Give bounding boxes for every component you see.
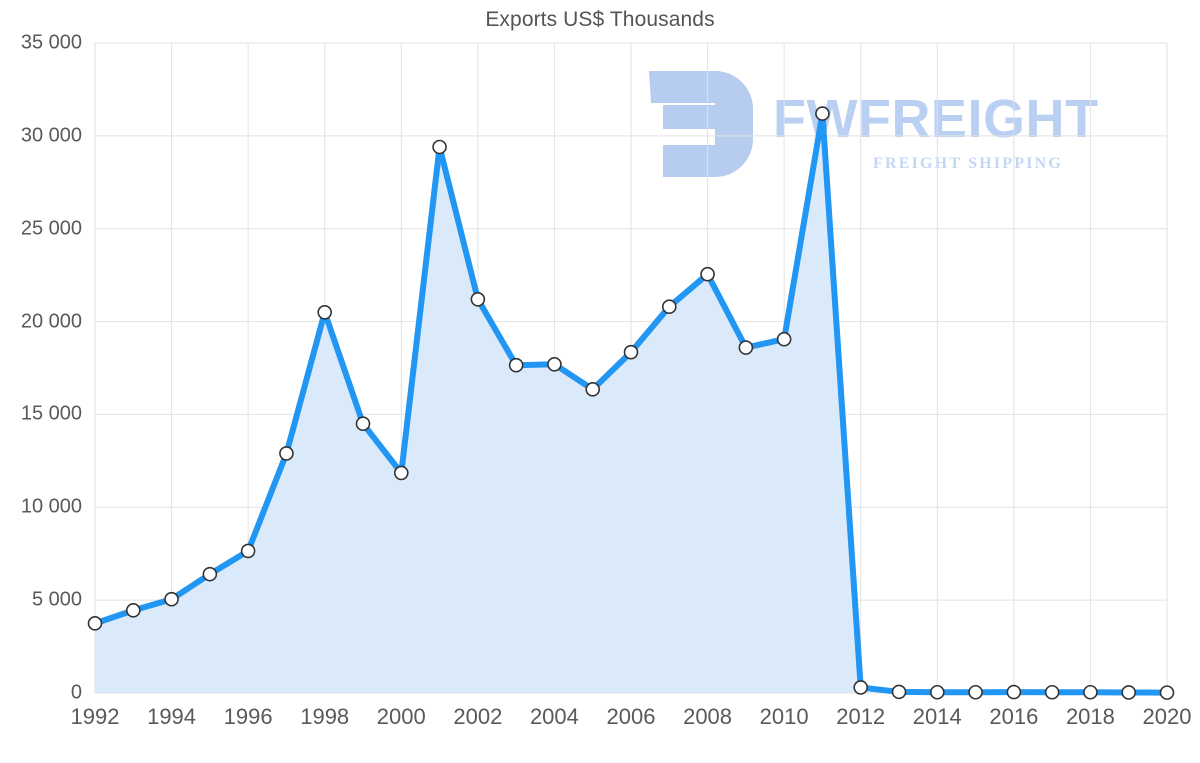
data-point-marker[interactable] xyxy=(1006,684,1022,700)
y-axis-labels: 0 5 000 10 000 15 000 20 000 25 000 30 000 35 0… xyxy=(0,0,82,763)
data-point-marker[interactable] xyxy=(1121,685,1137,700)
y-axis-tick-label: 10 000 xyxy=(20,495,82,518)
data-point-marker[interactable] xyxy=(853,680,869,695)
x-axis-tick-label: 1994 xyxy=(147,704,197,729)
data-point-marker[interactable] xyxy=(968,684,983,700)
data-point-marker[interactable] xyxy=(738,340,754,355)
x-axis-tick-label: 1998 xyxy=(300,704,350,729)
x-axis-tick-label: 1992 xyxy=(70,704,120,729)
x-axis-tick-label: 2014 xyxy=(912,704,962,729)
data-point-marker[interactable] xyxy=(623,344,639,360)
data-point-marker[interactable] xyxy=(700,266,715,282)
data-point-marker[interactable] xyxy=(279,446,294,461)
data-point-marker[interactable] xyxy=(240,543,256,559)
x-axis-tick-label: 2018 xyxy=(1065,704,1115,729)
data-point-marker[interactable] xyxy=(661,299,677,315)
data-markers xyxy=(87,106,1175,700)
y-axis-tick-label: 20 000 xyxy=(20,310,82,333)
data-point-marker[interactable] xyxy=(355,416,371,432)
x-axis-tick-label: 2010 xyxy=(759,704,809,729)
x-axis-tick-label: 1996 xyxy=(223,704,273,729)
data-point-marker[interactable] xyxy=(929,684,945,700)
x-axis-tick-label: 2012 xyxy=(836,704,886,729)
data-point-marker[interactable] xyxy=(432,139,447,155)
y-axis-tick-label: 5 000 xyxy=(31,588,82,611)
chart-title: Exports US$ Thousands xyxy=(485,8,715,31)
data-point-marker[interactable] xyxy=(87,616,103,631)
x-axis-tick-label: 2008 xyxy=(683,704,733,729)
data-point-marker[interactable] xyxy=(393,465,409,481)
x-axis-tick-label: 2016 xyxy=(989,704,1039,729)
data-point-marker[interactable] xyxy=(470,291,486,307)
series-area xyxy=(95,113,1167,693)
data-point-marker[interactable] xyxy=(547,356,562,372)
data-point-marker[interactable] xyxy=(585,382,601,397)
y-axis-tick-label: 35 000 xyxy=(20,31,82,54)
y-axis-tick-label: 15 000 xyxy=(20,402,82,425)
data-point-marker[interactable] xyxy=(202,566,218,582)
data-point-marker[interactable] xyxy=(891,684,907,700)
x-axis-tick-label: 2006 xyxy=(606,704,656,729)
data-point-marker[interactable] xyxy=(1159,685,1175,700)
data-point-marker[interactable] xyxy=(508,357,524,373)
y-axis-tick-label: 25 000 xyxy=(20,217,82,240)
data-point-marker[interactable] xyxy=(776,331,792,347)
y-axis-tick-label: 30 000 xyxy=(20,124,82,147)
data-point-marker[interactable] xyxy=(1083,684,1098,700)
x-axis-tick-label: 2002 xyxy=(453,704,503,729)
data-point-marker[interactable] xyxy=(1044,684,1060,700)
x-axis-tick-label: 2000 xyxy=(376,704,426,729)
y-axis-tick-label: 0 xyxy=(70,681,82,704)
data-point-marker[interactable] xyxy=(317,304,333,320)
data-point-marker[interactable] xyxy=(815,106,830,121)
x-axis-tick-label: 2020 xyxy=(1142,704,1192,729)
data-point-marker[interactable] xyxy=(164,591,179,607)
x-axis-tick-label: 2004 xyxy=(529,704,579,729)
data-point-marker[interactable] xyxy=(125,603,141,618)
area-fill xyxy=(95,113,1167,693)
